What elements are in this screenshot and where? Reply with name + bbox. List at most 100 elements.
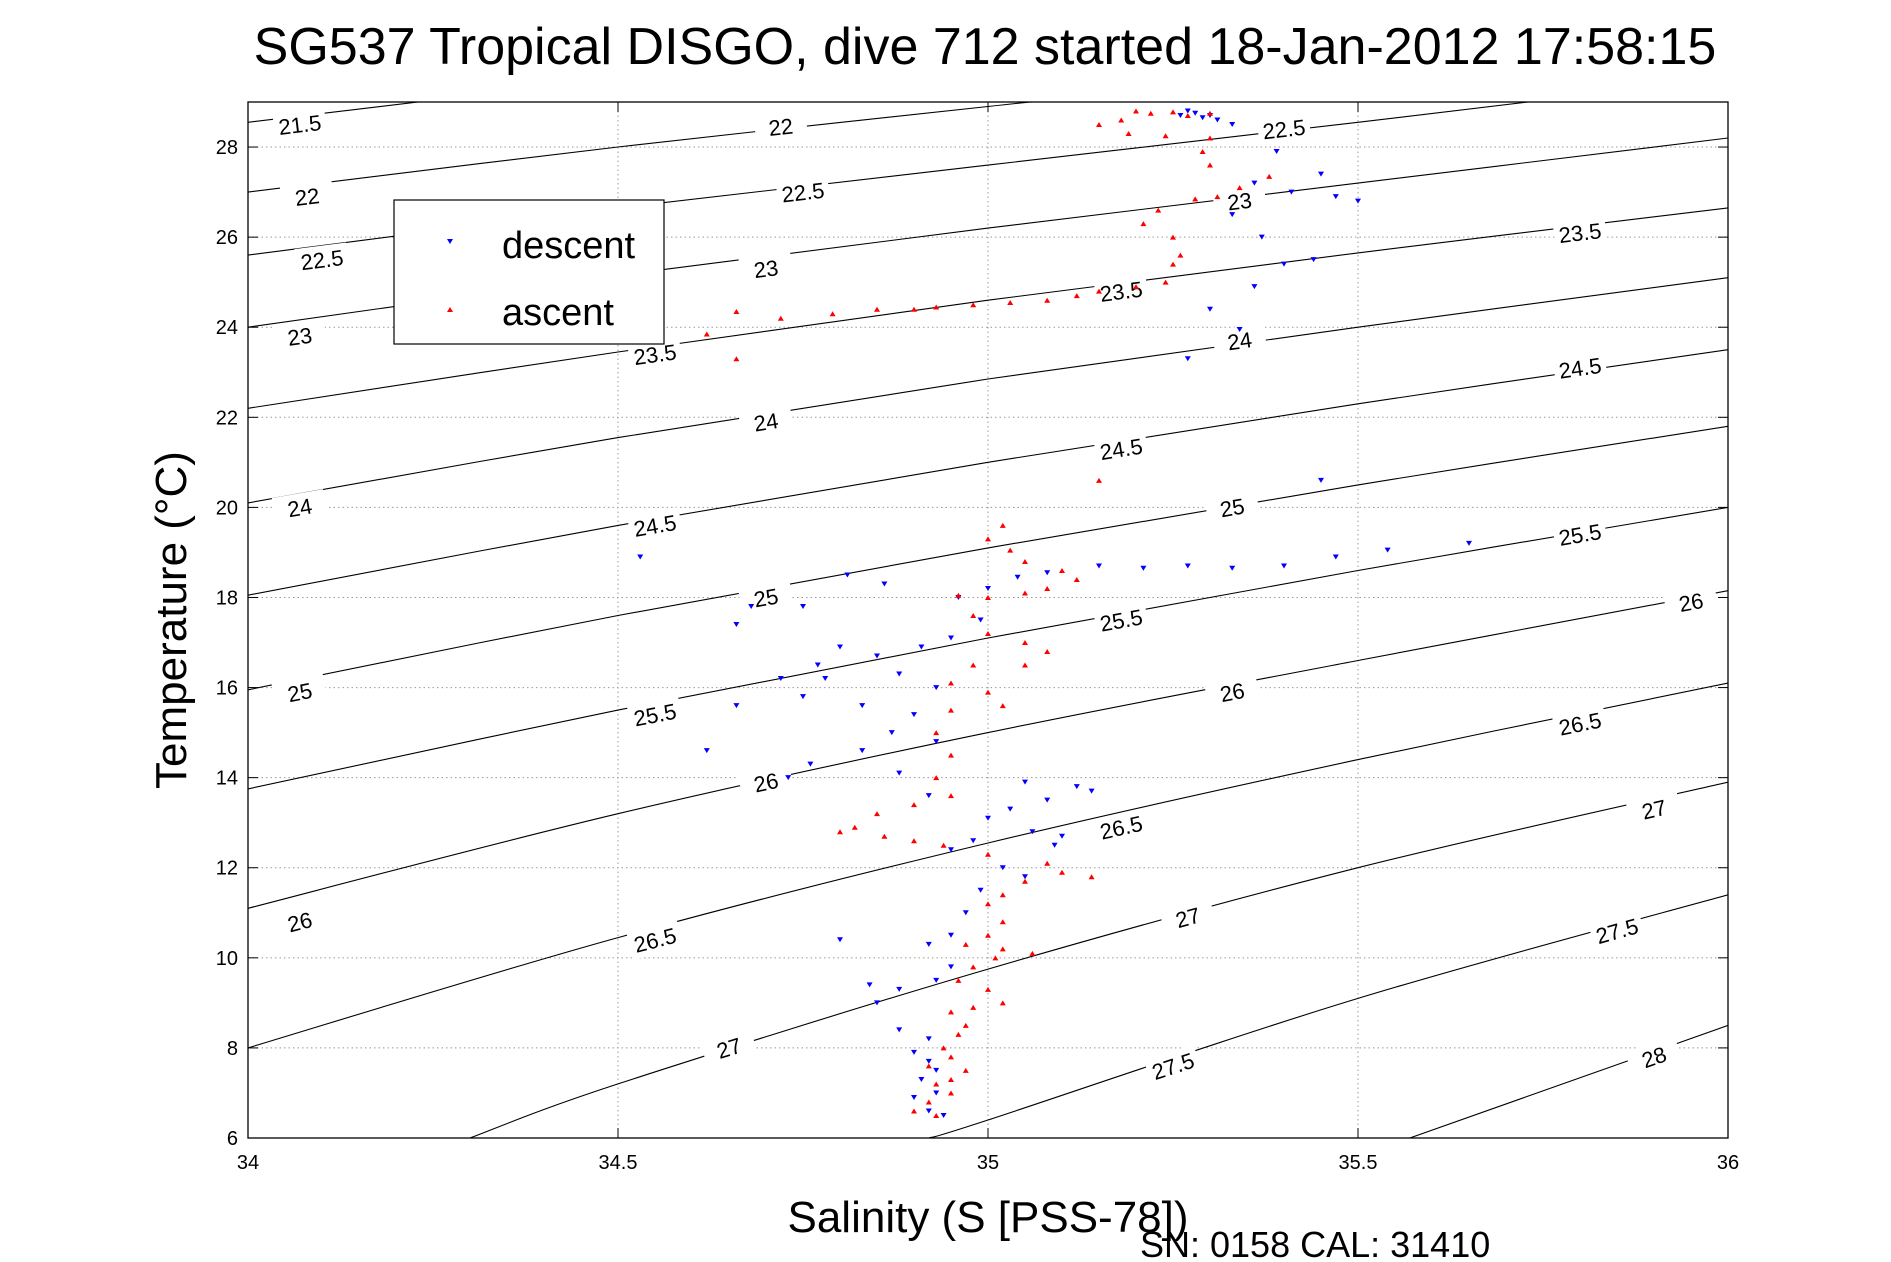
y-tick-label: 16 [216, 678, 238, 700]
contour-label-24: 24 [286, 493, 314, 522]
ascent-point [940, 1045, 947, 1051]
contour-label-26.5: 26.5 [1557, 708, 1604, 741]
ascent-point [985, 536, 991, 542]
contour-label-bg [700, 1026, 758, 1069]
ascent-point [933, 1081, 940, 1087]
descent-point [748, 603, 755, 609]
ascent-point [1029, 950, 1036, 956]
descent-point [822, 676, 829, 682]
contour-label-bg [279, 179, 335, 214]
descent-point [800, 603, 806, 609]
contour-label-bg [626, 695, 684, 734]
descent-point [1273, 149, 1280, 155]
descent-point [733, 622, 740, 628]
descent-point [837, 937, 843, 943]
ascent-point [1022, 558, 1028, 564]
ascent-point [1088, 874, 1095, 880]
ascent-point [1207, 110, 1213, 116]
ascent-point [948, 1090, 954, 1096]
descent-point [1355, 198, 1361, 204]
contour-label-bg [1624, 1035, 1684, 1079]
descent-point [948, 964, 954, 970]
contour-label-23: 23 [286, 323, 314, 351]
contour-label-bg [1093, 601, 1150, 639]
contour-label-bg [272, 107, 328, 142]
ascent-point [851, 824, 858, 830]
contour-line-24 [248, 277, 1728, 504]
descent-point [814, 662, 821, 668]
descent-point [1229, 122, 1236, 128]
contour-label-26: 26 [1677, 588, 1706, 617]
descent-point [777, 676, 784, 682]
descent-point [1281, 563, 1287, 569]
ascent-point [962, 941, 969, 947]
ascent-point [925, 1099, 932, 1105]
descent-point [999, 865, 1006, 871]
contour-label-bg [1256, 112, 1312, 146]
ascent-point [1170, 109, 1176, 115]
descent-point [1073, 784, 1080, 790]
descent-point [859, 703, 866, 709]
descent-point [1184, 108, 1191, 114]
ascent-point [1044, 860, 1051, 866]
contour-label-bg [626, 919, 684, 960]
y-tick-label: 12 [216, 858, 238, 880]
contour-line-26.5 [248, 682, 1728, 1049]
y-tick-label: 26 [216, 227, 238, 249]
contour-label-bg [1662, 583, 1720, 621]
ascent-point [1073, 293, 1080, 299]
contour-label-bg [1093, 430, 1150, 467]
ascent-point [970, 662, 977, 668]
ascent-point [933, 1112, 940, 1118]
descent-point [1059, 833, 1065, 839]
descent-point [896, 770, 903, 776]
contour-label-bg [272, 318, 328, 354]
descent-point [1229, 212, 1236, 218]
y-tick-label: 8 [227, 1038, 238, 1060]
descent-point [940, 1112, 947, 1118]
descent-point [1184, 563, 1191, 569]
contour-label-23: 23 [1226, 188, 1253, 216]
ascent-point [985, 932, 991, 938]
descent-point [1229, 565, 1236, 571]
ascent-point [911, 802, 917, 808]
y-tick-label: 28 [216, 137, 238, 159]
y-tick-label: 18 [216, 587, 238, 609]
descent-point [637, 554, 644, 560]
descent-point [985, 815, 991, 821]
ascent-point [1207, 162, 1213, 168]
descent-point [800, 694, 806, 700]
contour-label-bg [1211, 323, 1268, 359]
ascent-point [911, 306, 917, 312]
descent-point [785, 775, 792, 781]
axis-ticks: 34 34.5 35 35.5 36 6 8 10 12 14 16 18 20 22 24 26 28 [216, 102, 1739, 1174]
ascent-point [1044, 649, 1051, 655]
contour-label-bg [1204, 673, 1261, 711]
ascent-point [948, 1054, 954, 1060]
y-tick-label: 10 [216, 948, 238, 970]
descent-point [1318, 171, 1324, 177]
ascent-point [940, 842, 947, 848]
ascent-point [1170, 261, 1176, 267]
y-tick-label: 20 [216, 497, 238, 519]
ascent-point [874, 811, 880, 817]
ascent-point [948, 752, 954, 758]
ascent-point [999, 703, 1006, 709]
legend-box [393, 199, 665, 345]
contour-label-bg [1552, 350, 1608, 386]
ascent-point [1096, 477, 1102, 483]
ascent-point [1236, 185, 1243, 191]
descent-point [1318, 477, 1324, 483]
ascent-point [933, 304, 940, 310]
ascent-point [837, 829, 843, 835]
descent-point [948, 635, 954, 641]
descent-point [896, 1027, 903, 1033]
descent-point [933, 1090, 940, 1096]
descent-point [1288, 189, 1295, 195]
descent-point [1022, 779, 1028, 785]
contour-label-22.5: 22.5 [1261, 115, 1306, 145]
descent-point [1251, 284, 1258, 290]
ascent-point [999, 522, 1006, 528]
descent-point [1332, 194, 1339, 200]
contour-label-bg [271, 673, 329, 711]
